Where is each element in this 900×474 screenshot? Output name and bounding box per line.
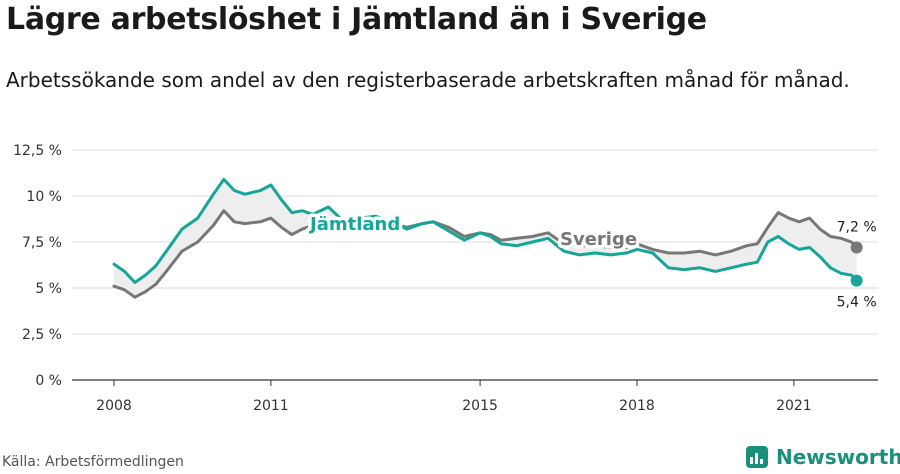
chart-title: Lägre arbetslöshet i Jämtland än i Sveri… — [6, 2, 707, 37]
brand-name: Newsworthy — [776, 445, 900, 469]
x-tick-label: 2011 — [253, 398, 289, 414]
chart-subtitle: Arbetssökande som andel av den registerb… — [6, 68, 850, 92]
jamtland-series-label-text: Jämtland — [308, 214, 400, 235]
brand-logo[interactable]: Newsworthy — [746, 442, 900, 472]
x-tick-label: 2018 — [619, 398, 655, 414]
y-tick-label: 7,5 % — [22, 235, 62, 251]
x-tick-label: 2021 — [776, 398, 812, 414]
source-note: Källa: Arbetsförmedlingen — [2, 454, 184, 470]
difference-band — [114, 179, 857, 298]
x-tick-label: 2008 — [96, 398, 132, 414]
sverige-end-point — [850, 241, 863, 254]
y-tick-label: 10 % — [26, 189, 62, 205]
x-tick-label: 2015 — [462, 398, 498, 414]
sverige-series-label-text: Sverige — [560, 229, 637, 250]
jamtland-line — [112, 177, 859, 284]
line-layer — [112, 177, 863, 299]
y-tick-label: 12,5 % — [13, 143, 62, 159]
jamtland-end-point — [850, 274, 863, 287]
y-tick-label: 0 % — [35, 373, 62, 389]
y-tick-label: 5 % — [35, 281, 62, 297]
newsworthy-logo-icon — [746, 446, 768, 468]
sverige-end-value-label: 7,2 % — [837, 220, 877, 236]
grid-layer: 0 % 2,5 % 5 % 7,5 % 10 % 12,5 % 2008 2011 2015 20… — [13, 143, 878, 414]
sverige-series-label-halo: Sverige — [560, 229, 637, 250]
y-tick-label: 2,5 % — [22, 327, 62, 343]
jamtland-series-label-halo: Jämtland — [308, 214, 400, 235]
jamtland-end-value-label: 5,4 % — [837, 295, 877, 311]
band-layer — [114, 179, 857, 298]
